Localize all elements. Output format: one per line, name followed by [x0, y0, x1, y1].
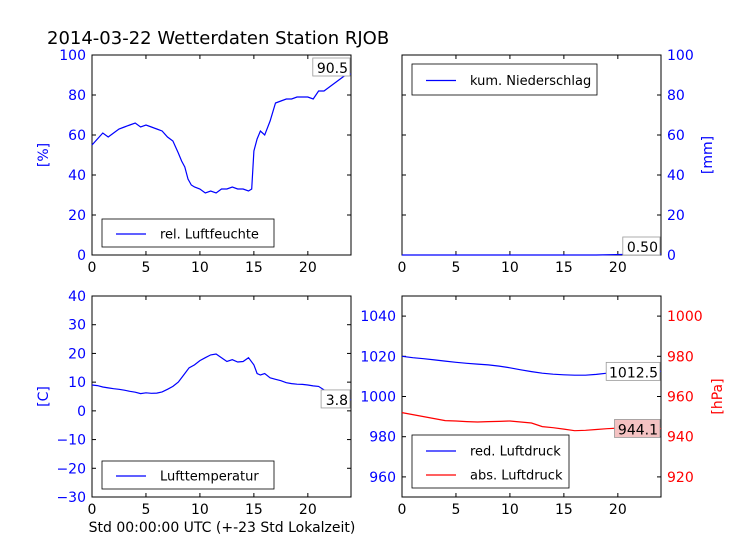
y2-tick-label: 1000: [667, 309, 703, 325]
y-axis-label: [C]: [36, 386, 52, 407]
legend-box: [411, 63, 598, 96]
value-annotation-box: [605, 361, 661, 381]
legend-box: [101, 460, 275, 490]
y2-tick-label: 920: [667, 470, 694, 486]
x-tick-label: 10: [501, 260, 519, 276]
y-tick-label: 40: [68, 168, 86, 184]
x-tick-label: 10: [501, 502, 519, 518]
axes-frame: [91, 295, 352, 498]
y-tick-label: −20: [56, 461, 86, 477]
y-tick-label: −10: [56, 433, 86, 449]
value-annotation: 1012.5: [609, 365, 658, 381]
x-tick-label: 20: [299, 502, 317, 518]
y-tick-label: 40: [667, 168, 685, 184]
y2-tick-label: 960: [667, 390, 694, 406]
y-tick-label: 10: [68, 375, 86, 391]
y-tick-label: 960: [369, 470, 396, 486]
y-tick-label: 1040: [360, 309, 396, 325]
y-axis-label: [mm]: [700, 136, 716, 174]
value-annotation-box: [614, 419, 661, 438]
y-tick-label: 100: [667, 48, 694, 64]
y-tick-label: 980: [369, 430, 396, 446]
y-tick-label: 20: [68, 346, 86, 362]
value-annotation-box: [312, 57, 351, 77]
panel-top-left: 0 5 10 15 20 0 20 40 60 80 100 [%] rel. Luftfeuchte 9…: [36, 48, 352, 276]
x-tick-label: 5: [451, 260, 460, 276]
series-line-0: [91, 353, 352, 401]
x-tick-label: 10: [191, 260, 209, 276]
y-tick-label: 60: [667, 128, 685, 144]
y-tick-label: −30: [56, 490, 86, 506]
value-annotation: 0.50: [627, 240, 658, 256]
y-tick-label: 40: [68, 289, 86, 305]
x-tick-label: 0: [88, 502, 97, 518]
y-tick-label: 1000: [360, 390, 396, 406]
y-axis-label: [%]: [36, 143, 52, 167]
y2-tick-label: 980: [667, 349, 694, 365]
panel-top-right: 0 5 10 15 20 0 20 40 60 80 100 [mm] kum. Niederschla…: [398, 48, 716, 276]
x-tick-label: 15: [245, 502, 263, 518]
y-tick-label: 20: [667, 208, 685, 224]
y-tick-label: 20: [68, 208, 86, 224]
legend-box: [411, 434, 570, 489]
y-tick-label: 0: [77, 248, 86, 264]
legend-label: red. Luftdruck: [470, 445, 561, 460]
figure-title: 2014-03-22 Wetterdaten Station RJOB: [47, 28, 389, 49]
y-tick-label: 30: [68, 318, 86, 334]
y-tick-label: 80: [667, 88, 685, 104]
x-tick-label: 15: [555, 260, 573, 276]
y-tick-label: 0: [77, 404, 86, 420]
x-tick-label: 10: [191, 502, 209, 518]
axes-frame: [91, 54, 352, 256]
value-annotation-box: [320, 389, 351, 409]
y-tick-label: 1020: [360, 349, 396, 365]
x-tick-label: 20: [299, 260, 317, 276]
y2-tick-label: 940: [667, 430, 694, 446]
legend-box: [101, 218, 275, 248]
x-tick-label: 5: [451, 502, 460, 518]
value-annotation-box: [622, 236, 661, 256]
panel-bottom-right: 0 5 10 15 20 960 980 1000 1020 1040 920 940 960 980 10…: [360, 295, 726, 518]
legend-label: Lufttemperatur: [160, 470, 259, 485]
x-tick-label: 0: [398, 260, 407, 276]
x-tick-label: 0: [398, 502, 407, 518]
value-annotation: 944.1: [618, 422, 658, 438]
panel-bottom-left: 0 5 10 15 20 −30 −20 −10 0 10 20 30 40 [C] Lufttempera…: [36, 289, 352, 518]
x-tick-label: 5: [141, 502, 150, 518]
value-annotation: 90.5: [317, 61, 348, 77]
x-tick-label: 20: [609, 260, 627, 276]
value-annotation: 3.8: [326, 393, 348, 409]
x-tick-label: 15: [555, 502, 573, 518]
series-line-0: [91, 73, 352, 194]
x-tick-label: 5: [141, 260, 150, 276]
legend-label: rel. Luftfeuchte: [160, 228, 259, 243]
x-tick-label: 0: [88, 260, 97, 276]
y-axis-label: [hPa]: [710, 378, 726, 414]
y-tick-label: 100: [59, 48, 86, 64]
x-tick-label: 20: [609, 502, 627, 518]
legend-label: kum. Niederschlag: [470, 74, 591, 89]
x-tick-label: 15: [245, 260, 263, 276]
legend-label: abs. Luftdruck: [470, 469, 563, 484]
y-tick-label: 60: [68, 128, 86, 144]
x-axis-label: Std 00:00:00 UTC (+-23 Std Lokalzeit): [89, 520, 356, 536]
y-tick-label: 80: [68, 88, 86, 104]
y-tick-label: 0: [667, 248, 676, 264]
